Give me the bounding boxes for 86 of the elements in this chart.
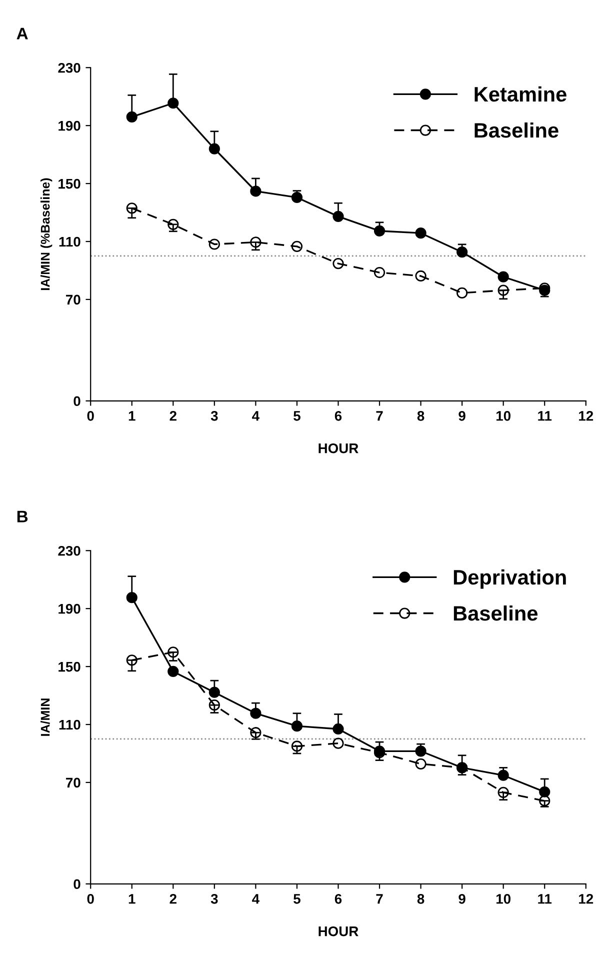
point [168,666,179,678]
x-tick-label: 5 [294,411,300,421]
point [539,786,550,798]
point [332,210,344,222]
x-axis-title: HOUR [318,443,358,454]
point [168,646,179,658]
x-tick-label: 3 [210,410,218,421]
x-tick-label: 9 [458,410,466,421]
point [415,270,426,282]
x-tick-label: 7 [376,411,383,421]
y-tick-label: 110 [59,720,80,730]
y-tick-label: 190 [58,120,80,131]
x-tick-label: 8 [417,410,424,421]
point [332,723,344,735]
y-tick-label: 0 [74,879,80,890]
point [208,143,220,154]
y-tick-label: 190 [58,604,80,614]
point [291,240,303,252]
point [456,287,468,298]
x-tick-label: 0 [87,410,94,421]
point [250,708,262,719]
point [250,236,262,248]
point [498,786,509,798]
x-tick-label: 8 [417,894,424,904]
legend-label: Ketamine [474,86,566,102]
x-tick-label: 11 [538,411,552,421]
x-tick-label: 12 [579,894,594,904]
point [126,202,138,214]
point [168,98,179,109]
y-tick-label: 150 [58,662,80,672]
point [126,111,138,122]
x-tick-label: 6 [334,894,342,904]
point [539,795,550,806]
chart-title: B [17,510,28,522]
y-axis-title: IA/MIN [40,698,50,736]
x-tick-label: 1 [128,894,136,904]
point [498,770,509,781]
x-tick-label: 4 [252,411,260,421]
x-tick-label: 12 [579,410,594,421]
point [126,592,138,604]
x-tick-label: 1 [128,411,136,421]
x-tick-label: 7 [376,894,383,904]
point [332,258,344,270]
legend-label: Baseline [474,122,558,138]
y-tick-label: 110 [59,236,80,247]
point [250,727,262,738]
y-tick-label: 230 [58,546,80,556]
point [208,238,220,250]
x-tick-label: 2 [170,410,176,421]
point [168,218,179,230]
y-tick-label: 70 [66,778,80,788]
point [498,271,509,282]
y-axis-title: IA/MIN (%Baseline) [40,178,52,290]
point [208,686,220,698]
point [291,720,303,732]
y-tick-label: 230 [58,62,80,73]
chart-title: A [16,28,28,40]
point [415,758,426,770]
x-tick-label: 2 [170,894,176,904]
x-tick-label: 10 [496,410,510,421]
point [250,186,262,197]
x-tick-label: 6 [334,410,342,421]
legend-label: Baseline [454,605,538,621]
point [291,192,303,204]
point [415,228,426,239]
x-tick-label: 5 [294,894,300,904]
point [374,225,386,236]
x-tick-label: 10 [496,894,510,904]
x-tick-label: 0 [87,894,94,904]
x-tick-label: 11 [538,894,552,904]
point [291,740,303,752]
point [332,738,344,749]
point [456,246,468,258]
point [415,746,426,757]
x-tick-label: 3 [210,894,218,904]
y-tick-label: 70 [66,294,80,305]
y-tick-label: 150 [58,178,80,189]
point [374,266,386,278]
point [126,654,138,666]
legend-label: Deprivation [454,569,566,589]
point [498,284,509,296]
x-tick-label: 9 [458,894,466,904]
x-axis-title: HOUR [318,926,358,936]
y-tick-label: 0 [74,396,80,406]
x-tick-label: 4 [252,894,260,904]
point [208,700,220,711]
